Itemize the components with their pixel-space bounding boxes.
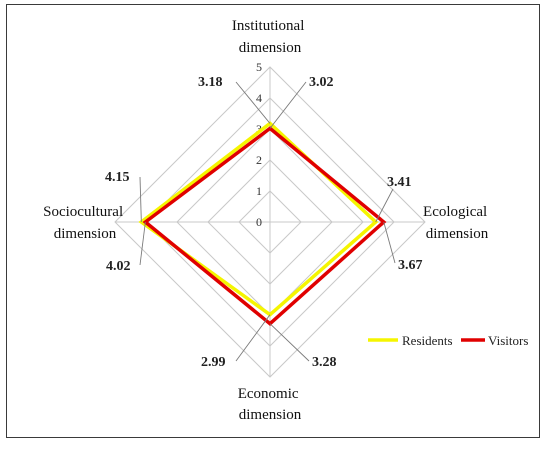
- legend-label-residents: Residents: [402, 333, 453, 348]
- value-label-sociocultural-residents: 4.15: [105, 170, 130, 185]
- value-label-economic-residents: 2.99: [201, 355, 226, 370]
- tick-label-1: 1: [256, 184, 262, 198]
- value-label-ecological-visitors: 3.67: [398, 258, 423, 273]
- tick-label-4: 4: [256, 91, 262, 105]
- value-labels: 3.18 3.02 3.41 3.67 2.99 3.28 4.15 4.02: [105, 75, 423, 370]
- leader-sociocultural-visitors: [139, 221, 146, 266]
- leader-economic-visitors: [269, 323, 310, 362]
- tick-label-2: 2: [256, 153, 262, 167]
- tick-label-0: 0: [256, 215, 262, 229]
- tick-label-3: 3: [256, 122, 262, 136]
- value-label-institutional-residents: 3.18: [198, 75, 223, 90]
- axis-label-ecological: Ecological dimension: [423, 204, 491, 242]
- leader-ecological-residents: [375, 188, 394, 223]
- axis-label-economic: Economic dimension: [238, 386, 303, 423]
- legend-label-visitors: Visitors: [488, 333, 528, 348]
- tick-label-5: 5: [256, 60, 262, 74]
- leader-ecological-visitors: [383, 221, 396, 264]
- value-leader-lines: [139, 81, 396, 362]
- leader-institutional-visitors: [269, 81, 307, 129]
- value-label-ecological-residents: 3.41: [387, 175, 412, 190]
- chart-frame: [6, 4, 540, 438]
- value-label-sociocultural-visitors: 4.02: [106, 259, 131, 274]
- leader-institutional-residents: [235, 81, 271, 124]
- radial-tick-labels: 0 1 2 3 4 5: [256, 60, 262, 229]
- leader-sociocultural-residents: [139, 176, 142, 223]
- legend: Residents Visitors: [368, 333, 528, 348]
- axis-label-institutional: Institutional dimension: [232, 18, 308, 56]
- radar-grid: [114, 66, 426, 378]
- value-label-economic-visitors: 3.28: [312, 355, 337, 370]
- leader-economic-residents: [235, 314, 271, 362]
- axis-labels: Institutional dimension Ecological dimen…: [43, 18, 491, 423]
- radar-series: [138, 121, 387, 326]
- value-label-institutional-visitors: 3.02: [309, 75, 334, 90]
- axis-label-sociocultural: Sociocultural dimension: [43, 204, 127, 242]
